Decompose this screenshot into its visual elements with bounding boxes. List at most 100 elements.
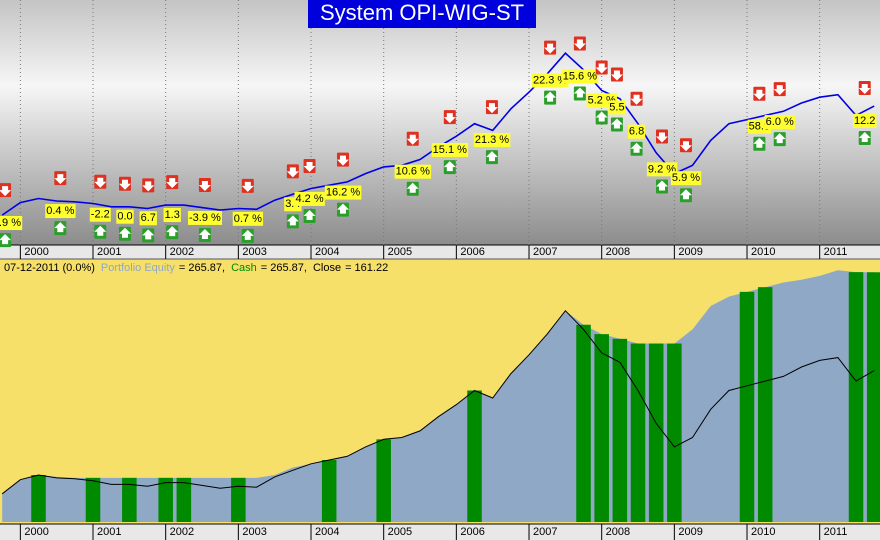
trade-label: 15.6 % (563, 70, 597, 82)
trade-label: 5.5 (609, 101, 624, 113)
x-tick-label: 2008 (606, 246, 630, 258)
sell-arrow (241, 181, 254, 192)
buy-arrow (286, 215, 299, 226)
sell-arrow (773, 85, 786, 96)
sell-arrow (94, 177, 107, 188)
cash-bar (231, 477, 246, 522)
buy-arrow (166, 226, 179, 237)
sell-arrow (544, 43, 557, 54)
buy-arrow (544, 91, 557, 102)
trade-label-bg (608, 100, 626, 115)
trade-label-bg (163, 208, 181, 223)
x-tick-label: 2000 (24, 246, 48, 258)
cash-bar (576, 324, 591, 522)
x-tick-label: 2001 (97, 526, 121, 538)
cash-bar (848, 272, 864, 522)
sell-arrow (610, 70, 623, 81)
trade-label-bg (853, 113, 877, 128)
trade-label-bg (473, 133, 511, 148)
trade-label: 1.3 (165, 209, 180, 221)
top-date-axis (0, 245, 880, 259)
sell-arrow (485, 103, 498, 114)
sell-arrow (54, 174, 67, 185)
buy-arrow (858, 131, 871, 142)
cash-bar (376, 439, 391, 522)
legend-value: = 265.87, (179, 262, 225, 274)
trade-label-bg (139, 211, 157, 226)
trade-label: 15.1 % (433, 144, 467, 156)
buy-arrow (118, 227, 131, 238)
title-box (308, 0, 536, 28)
trade-label: 5.9 % (672, 172, 700, 184)
buy-arrow (241, 229, 254, 240)
trade-label-bg (561, 69, 599, 84)
buy-arrow (573, 87, 586, 98)
trade-label-bg (294, 191, 325, 206)
buy-arrow (54, 222, 67, 233)
cash-bar (739, 291, 755, 522)
x-tick-label: 2003 (242, 246, 266, 258)
sell-arrow (118, 179, 131, 190)
x-tick-label: 2006 (460, 526, 484, 538)
trade-label: 6.0 % (766, 116, 794, 128)
trade-label: 12.2 (854, 115, 875, 127)
bottom-pane: 2000 2001 2002 2003 2004 2005 2006 2007 2008 2009… (1, 270, 880, 540)
trade-label-bg (431, 142, 469, 157)
sell-arrow (336, 155, 349, 166)
buy-arrow (630, 142, 643, 153)
legend-value: = 161.22 (345, 262, 388, 274)
trade-label-bg (531, 73, 569, 88)
x-tick-label: 2005 (388, 526, 412, 538)
sell-arrow (753, 89, 766, 100)
buy-arrow (142, 229, 155, 240)
x-tick-label: 2006 (460, 246, 484, 258)
trade-label-bg (45, 204, 76, 219)
legend-value: = 265.87, (261, 262, 307, 274)
cash-bar (648, 343, 664, 522)
buy-arrow (0, 234, 12, 245)
sell-arrow (443, 113, 456, 124)
buy-arrow (655, 180, 668, 191)
trade-label-bg (116, 209, 134, 224)
buy-arrow (773, 133, 786, 144)
x-tick-label: 2004 (315, 246, 339, 258)
trade-label: 4.2 % (295, 193, 323, 205)
trade-label-bg (394, 164, 432, 179)
trade-label: 6.7 (141, 212, 156, 224)
trade-label: -0.9 % (0, 217, 21, 229)
x-tick-label: 2011 (824, 526, 848, 538)
buy-arrow (198, 229, 211, 240)
buy-arrow (610, 118, 623, 129)
cash-bar (31, 475, 46, 522)
cash-bar (612, 338, 628, 522)
trade-label: -3.9 % (189, 212, 221, 224)
trade-label: 16.2 % (326, 187, 360, 199)
sell-arrow (286, 167, 299, 178)
x-tick-label: 2004 (315, 526, 339, 538)
sell-arrow (198, 181, 211, 192)
sell-arrow (573, 39, 586, 50)
cash-bar (757, 287, 773, 522)
buy-arrow (336, 203, 349, 214)
trade-label-bg (646, 162, 678, 177)
sell-arrow (303, 161, 316, 172)
buy-arrow (443, 161, 456, 172)
x-tick-label: 2008 (606, 526, 630, 538)
trade-label: 6.8 (629, 126, 644, 138)
trade-label-bg (764, 115, 795, 130)
x-tick-label: 2010 (751, 526, 775, 538)
trade-label: 0.4 % (46, 205, 74, 217)
chart-title: System OPI-WIG-ST (320, 0, 524, 25)
cash-bar (85, 477, 101, 522)
bottom-date-axis (0, 524, 880, 540)
trade-label-bg (324, 185, 362, 200)
cash-bar (866, 272, 880, 522)
trade-label-bg (627, 124, 646, 139)
cash-bar (630, 343, 646, 522)
buy-arrow (406, 182, 419, 193)
x-tick-label: 2000 (24, 526, 48, 538)
x-tick-label: 2010 (751, 246, 775, 258)
trade-label: 0.0 (117, 211, 132, 223)
cash-bar (594, 334, 609, 522)
